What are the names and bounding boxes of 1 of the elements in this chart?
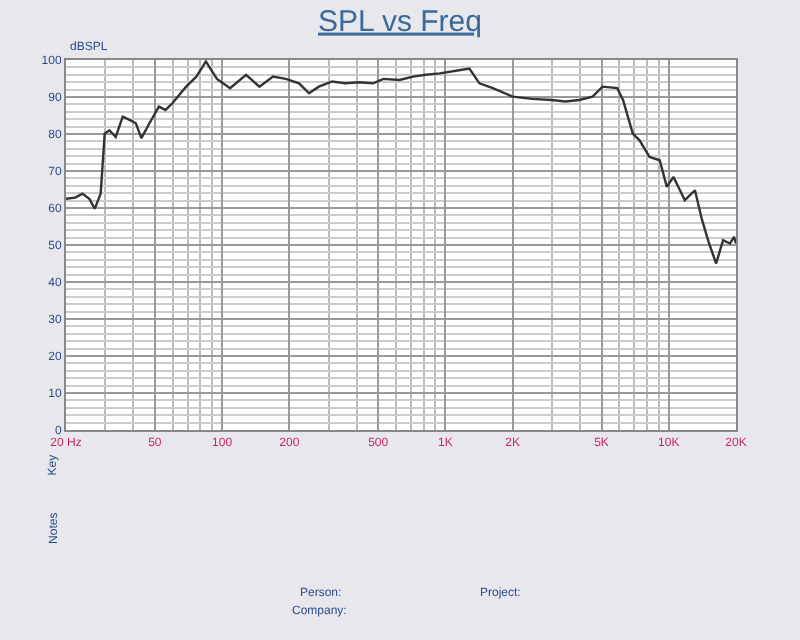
chart-title: SPL vs Freq [318, 4, 482, 39]
